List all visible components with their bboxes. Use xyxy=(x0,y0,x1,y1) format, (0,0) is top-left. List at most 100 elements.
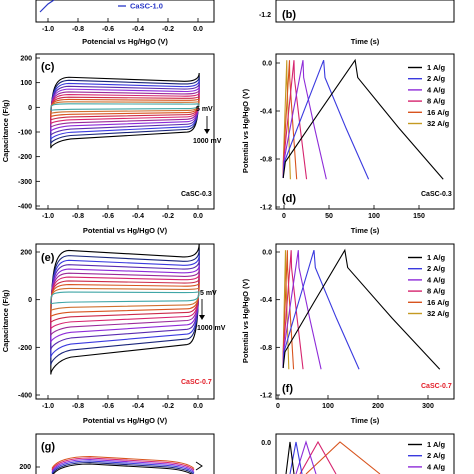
panel-c-x-tick: 0.0 xyxy=(193,213,203,220)
panel-g-cv-loop xyxy=(51,460,195,474)
y-axis-label-c: Capacitance (F/g) xyxy=(1,99,10,162)
panel-h-gcd-curve xyxy=(289,441,303,474)
panel-e-y-tick: 200 xyxy=(20,250,32,257)
top-left-x-tick: -0.2 xyxy=(162,26,174,33)
panel-d-x-tick: 0 xyxy=(282,213,286,220)
panel-g-cv-loop xyxy=(52,463,193,474)
panel-d-y-tick: -0.4 xyxy=(260,109,272,116)
panel-h-gcd-curve xyxy=(305,441,381,474)
plot-frame-c xyxy=(35,53,215,210)
plot-frame-h xyxy=(275,433,455,474)
panel-c-x-tick: -0.8 xyxy=(72,213,84,220)
panel-d-x-tick: 100 xyxy=(368,213,380,220)
panel-d-y-tick: -0.8 xyxy=(260,157,272,164)
panel-e-cv-loop xyxy=(50,278,200,324)
panel-c-cv-loop xyxy=(50,72,200,149)
panel-e-y-tick: 0 xyxy=(28,297,32,304)
panel-d-legend-label: 16 A/g xyxy=(427,108,450,117)
panel-f-legend-label: 8 A/g xyxy=(427,287,445,296)
panel-d-gcd-curve xyxy=(282,60,327,180)
panel-g-cv-loop xyxy=(51,458,195,472)
panel-e-cv-loop xyxy=(50,269,200,336)
scan-arrow-g xyxy=(195,461,203,471)
panel-label-d: (d) xyxy=(282,193,296,205)
sample-label-d: CaSC-0.3 xyxy=(421,191,452,198)
panel-d-legend-label: 2 A/g xyxy=(427,74,445,83)
panel-d-gcd-curve xyxy=(282,60,370,180)
panel-f-x-tick: 300 xyxy=(422,403,434,410)
top-left-x-tick: -0.6 xyxy=(102,26,114,33)
y-axis-label-f: Potential vs Hg/HgO (V) xyxy=(241,278,250,363)
top-left-x-tick: -0.8 xyxy=(72,26,84,33)
x-axis-label-top-left: Potencial vs Hg/HgO (V) xyxy=(82,37,168,46)
panel-e-cv-loop xyxy=(50,259,200,351)
panel-d-legend-label: 8 A/g xyxy=(427,97,445,106)
panel-d-legend-label: 32 A/g xyxy=(427,119,450,128)
panel-f-y-tick: -0.4 xyxy=(260,297,272,304)
top-left-x-tick: -1.0 xyxy=(42,26,54,33)
scan-rate-top-c: 5 mV xyxy=(196,106,213,113)
panel-h-gcd-curve xyxy=(295,440,317,474)
panel-e-x-tick: -0.4 xyxy=(132,403,144,410)
top-left-x-tick: -0.4 xyxy=(132,26,144,33)
panel-label-e: (e) xyxy=(41,252,55,264)
panel-d-y-tick: -1.2 xyxy=(260,205,272,212)
panel-c-cv-loop xyxy=(50,92,200,125)
panel-f-legend-label: 1 A/g xyxy=(427,253,445,262)
y-axis-label-d: Potential vs Hg/HgO (V) xyxy=(241,88,250,173)
panel-f-legend-label: 32 A/g xyxy=(427,309,450,318)
panel-g-cv-loop xyxy=(51,457,195,471)
panel-c-y-tick: -300 xyxy=(18,179,32,186)
panel-e-x-tick: 0.0 xyxy=(193,403,203,410)
panel-c-x-tick: -1.0 xyxy=(42,213,54,220)
panel-f-x-tick: 0 xyxy=(276,403,280,410)
panel-f-gcd-curve xyxy=(282,250,360,370)
panel-f-y-tick: -1.2 xyxy=(260,393,272,400)
panel-c-y-tick: -400 xyxy=(18,204,32,211)
panel-h-gcd-curve xyxy=(285,441,295,474)
panel-f-legend-label: 4 A/g xyxy=(427,275,445,284)
panel-h-legend-label: 2 A/g xyxy=(427,451,445,460)
panel-f-legend-label: 2 A/g xyxy=(427,264,445,273)
legend-casc10: CaSC-1.0 xyxy=(130,2,163,11)
panel-c-cv-loop xyxy=(50,89,200,128)
panel-f-legend-label: 16 A/g xyxy=(427,298,450,307)
scan-rate-bottom-e: 1000 mV xyxy=(197,325,226,332)
panel-h: 0.0 1 A/g 2 A/g 4 A/g xyxy=(261,433,455,474)
x-axis-label-d: Time (s) xyxy=(351,226,380,235)
y-tick-g: 200 xyxy=(19,464,31,471)
panel-a-bottom: CaSC-1.0 -1.0 -0.8 -0.6 -0.4 -0.2 0.0 Potenci… xyxy=(35,0,215,46)
x-axis-label-top-right: Time (s) xyxy=(351,37,380,46)
x-axis-label-f: Time (s) xyxy=(351,416,380,425)
panel-e-x-tick: -1.0 xyxy=(42,403,54,410)
panel-e-cv-loop xyxy=(50,274,200,330)
sample-label-f: CaSC-0.7 xyxy=(421,383,452,390)
panel-g-cv-loop xyxy=(51,455,195,469)
panel-b-bottom: -1.2 (b) Time (s) xyxy=(259,0,455,46)
panel-d-legend-label: 1 A/g xyxy=(427,63,445,72)
panel-f: 0 100 200 300 0.0 -0.4 -0.8 -1.2 1 A/g 2 A/g 4 A/… xyxy=(241,243,455,425)
panel-e-cv-loop xyxy=(50,282,200,318)
panel-e-cv-loop xyxy=(50,254,200,358)
sample-label-e: CaSC-0.7 xyxy=(181,379,212,386)
y-tick-right-top: -1.2 xyxy=(259,12,271,19)
panel-c-x-tick: -0.2 xyxy=(162,213,174,220)
panel-e-x-tick: -0.6 xyxy=(102,403,114,410)
panel-c-y-tick: 0 xyxy=(28,105,32,112)
x-axis-label-e: Potential vs Hg/HgO (V) xyxy=(83,416,168,425)
panel-d-x-tick: 50 xyxy=(325,213,333,220)
panel-e-y-tick: -400 xyxy=(18,393,32,400)
panel-e-y-tick: -200 xyxy=(18,345,32,352)
panel-e-cv-loop xyxy=(50,265,200,343)
panel-c-cv-loop xyxy=(50,86,200,132)
panel-c-x-tick: -0.6 xyxy=(102,213,114,220)
panel-d-y-tick: 0.0 xyxy=(262,61,272,68)
panel-e-x-tick: -0.8 xyxy=(72,403,84,410)
panel-label-c: (c) xyxy=(41,61,55,73)
panel-g: (g) 200 xyxy=(19,433,215,474)
panel-h-gcd-curve xyxy=(299,440,337,474)
panel-d-x-tick: 150 xyxy=(413,213,425,220)
panel-d-legend-label: 4 A/g xyxy=(427,85,445,94)
panel-e-x-tick: -0.2 xyxy=(162,403,174,410)
panel-c-y-tick: -200 xyxy=(18,154,32,161)
